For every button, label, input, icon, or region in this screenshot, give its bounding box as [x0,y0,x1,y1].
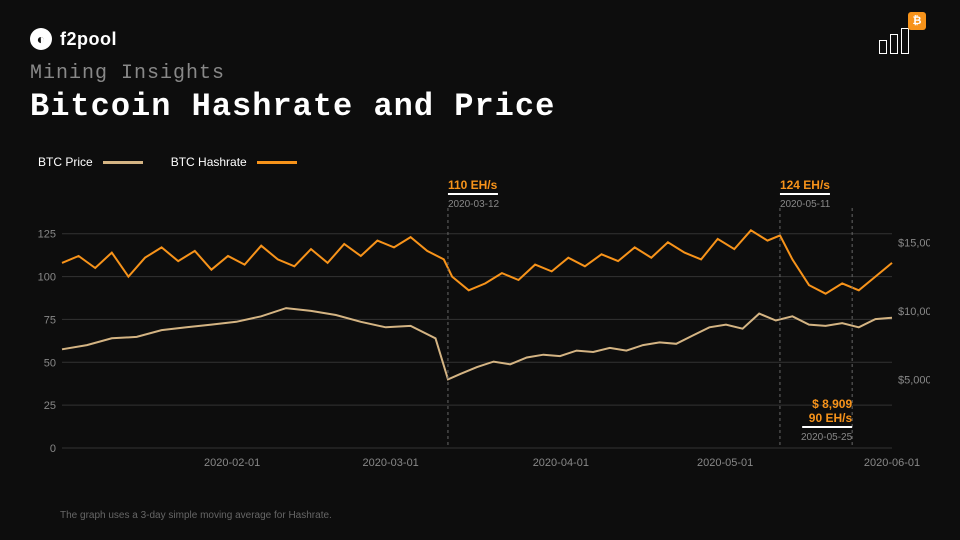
brand-name: f2pool [60,29,117,50]
chart-footnote: The graph uses a 3-day simple moving ave… [60,510,332,521]
page-title: Bitcoin Hashrate and Price [30,88,555,125]
legend-price-label: BTC Price [38,155,93,169]
page-subtitle: Mining Insights [30,62,225,85]
chart-legend: BTC Price BTC Hashrate [38,155,297,169]
svg-text:0: 0 [50,443,56,455]
svg-text:75: 75 [44,314,56,326]
bitcoin-badge-icon: ₿ [908,12,926,30]
legend-item-price: BTC Price [38,155,143,169]
brand-logo-icon: ◐ [30,28,52,50]
svg-text:50: 50 [44,357,56,369]
top-right-icon-group: ₿ [879,28,930,54]
svg-text:125: 125 [38,229,56,241]
svg-text:$10,000: $10,000 [898,306,930,318]
svg-text:2020-02-01: 2020-02-01 [204,457,260,469]
legend-hashrate-swatch [257,161,297,164]
legend-item-hashrate: BTC Hashrate [171,155,297,169]
svg-text:2020-04-01: 2020-04-01 [533,457,589,469]
svg-text:2020-03-12: 2020-03-12 [448,199,500,210]
svg-text:2020-06-01: 2020-06-01 [864,457,920,469]
svg-text:2020-05-01: 2020-05-01 [697,457,753,469]
brand-header: ◐ f2pool [30,28,117,50]
bars-icon [879,28,909,54]
svg-text:124 EH/s: 124 EH/s [780,180,830,192]
svg-text:$5,000: $5,000 [898,374,930,386]
svg-text:25: 25 [44,400,56,412]
hashrate-price-chart: 0 25 50 75 100 125 $5,000 $10,000 $15,000 2020-02… [30,180,930,480]
svg-text:2020-05-25: 2020-05-25 [801,432,853,443]
svg-text:100: 100 [38,272,56,284]
svg-text:90 EH/s: 90 EH/s [809,411,853,425]
svg-text:$ 8,909: $ 8,909 [812,397,852,411]
svg-text:2020-03-01: 2020-03-01 [363,457,419,469]
svg-text:2020-05-11: 2020-05-11 [780,199,831,210]
legend-price-swatch [103,161,143,164]
svg-text:$15,000: $15,000 [898,237,930,249]
svg-text:110 EH/s: 110 EH/s [448,180,498,192]
legend-hashrate-label: BTC Hashrate [171,155,247,169]
